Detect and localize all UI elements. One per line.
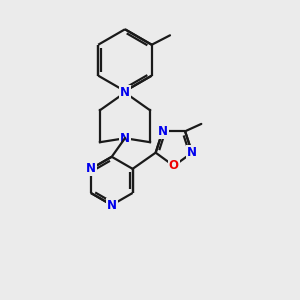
Text: N: N xyxy=(158,125,168,138)
Text: N: N xyxy=(120,86,130,99)
Text: O: O xyxy=(169,159,179,172)
Text: N: N xyxy=(86,162,96,175)
Text: N: N xyxy=(107,199,117,212)
Text: N: N xyxy=(120,132,130,145)
Text: N: N xyxy=(187,146,197,159)
